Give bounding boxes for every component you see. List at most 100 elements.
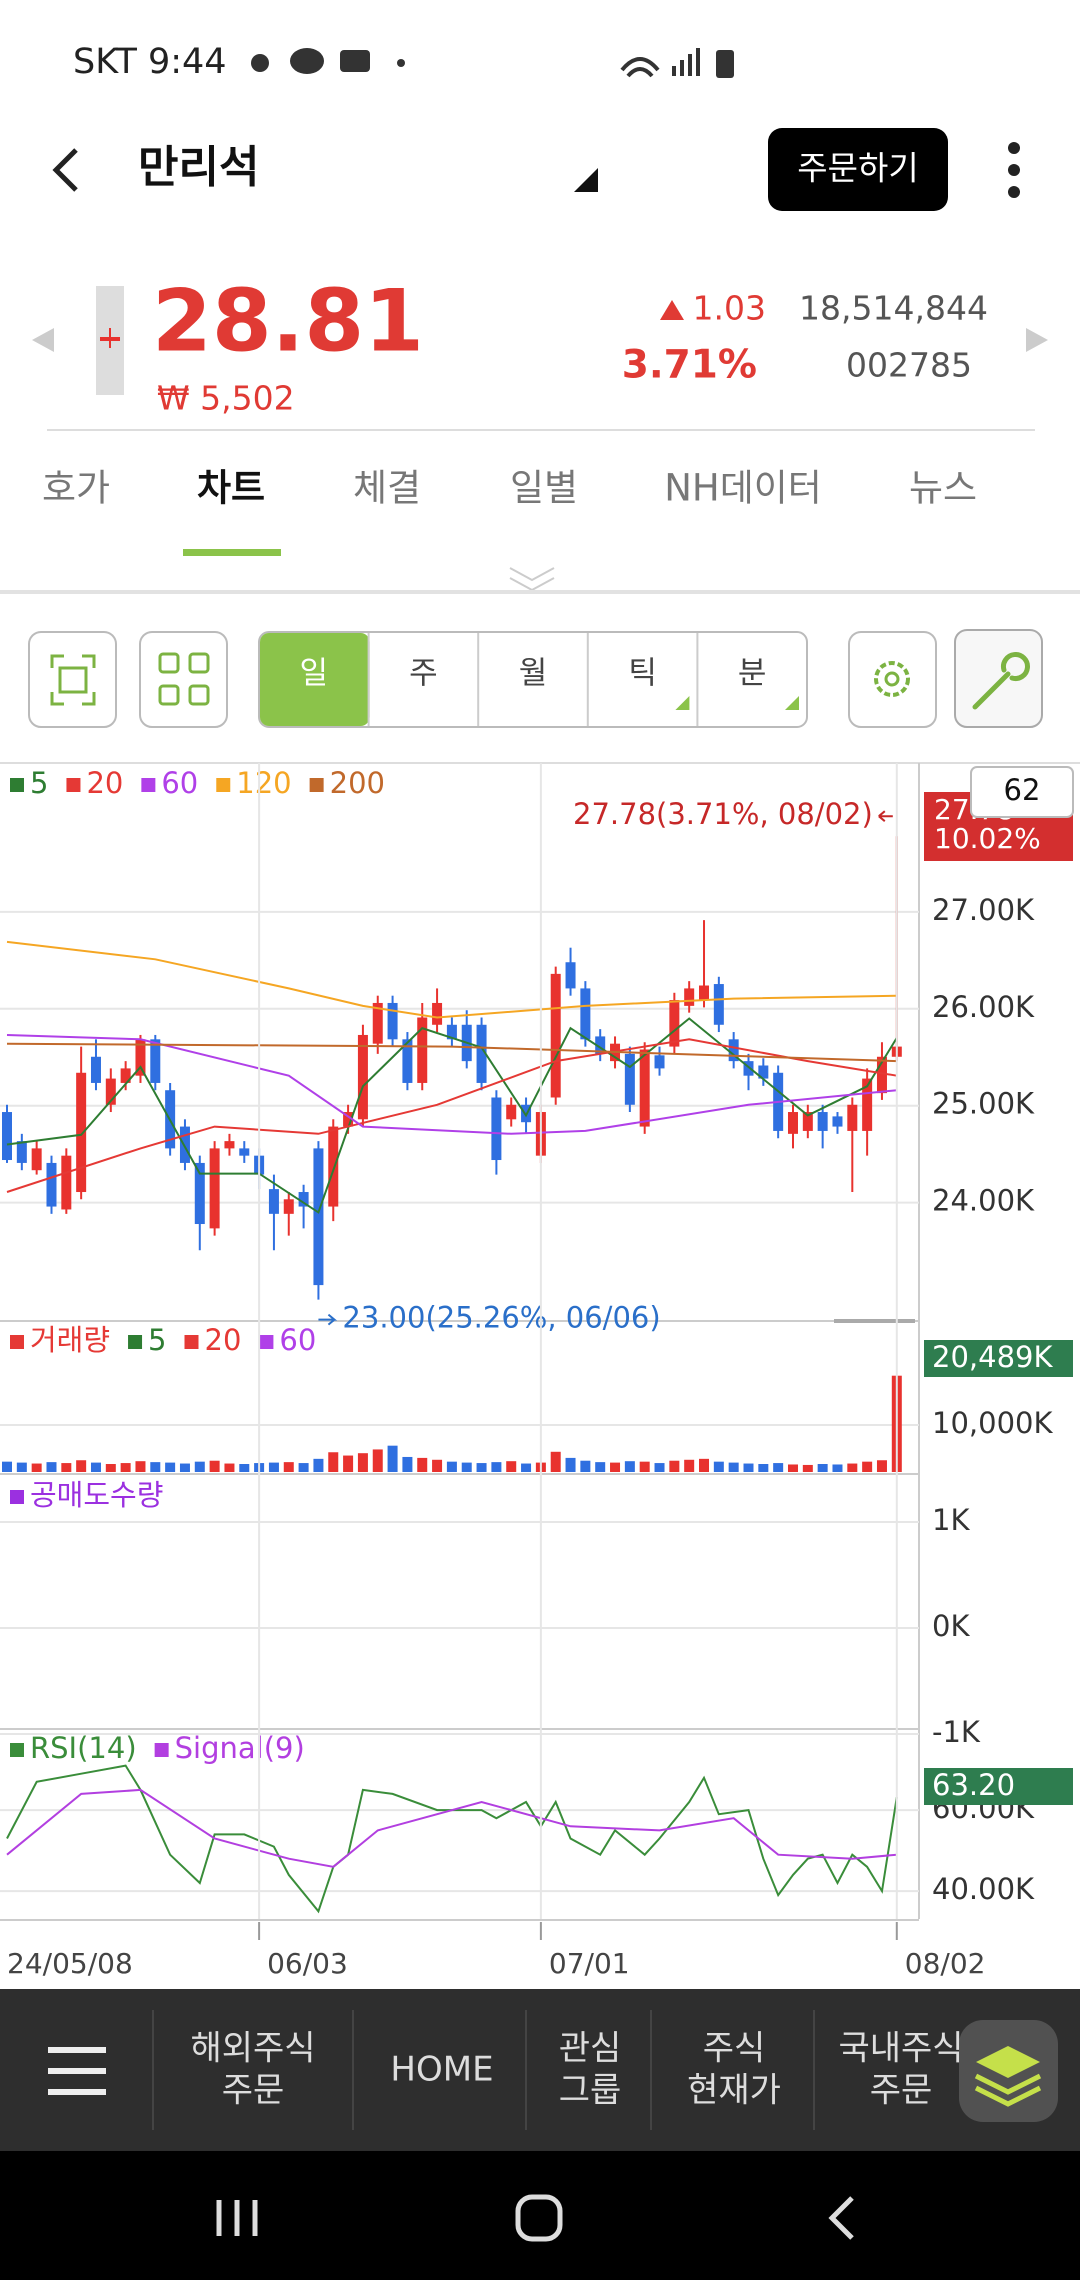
candle-body (699, 985, 710, 1001)
nav-item[interactable]: 주식 (703, 2029, 766, 2069)
legend-swatch (128, 1335, 143, 1349)
order-button[interactable] (768, 128, 948, 211)
fullscreen-button[interactable] (28, 631, 117, 728)
candle-body (476, 1024, 487, 1083)
tab[interactable]: 체결 (353, 467, 421, 510)
legend-swatch (259, 1335, 274, 1349)
trade-volume: 18,514,844 (799, 289, 988, 328)
menu-button[interactable] (1008, 142, 1020, 198)
nav-item[interactable]: 국내주식 (838, 2029, 963, 2069)
volume-bar (432, 1459, 443, 1472)
series-line (6, 1038, 897, 1193)
volume-bar (31, 1463, 42, 1472)
nav-item[interactable]: 해외주식 (190, 2029, 315, 2069)
volume-bar (521, 1463, 532, 1472)
candle-body (565, 962, 576, 989)
status-time: SKT 9:44 (73, 42, 227, 82)
tab[interactable]: 일별 (510, 467, 578, 510)
tab[interactable]: NH데이터 (664, 467, 822, 510)
tools-button[interactable] (954, 629, 1043, 728)
volume-bar (639, 1461, 650, 1472)
submenu-mark (675, 696, 690, 710)
candle-body (684, 988, 695, 1006)
x-tick-label: 24/05/08 (7, 1947, 133, 1980)
legend-label: 거래량 (30, 1323, 110, 1357)
layers-icon-lines (974, 2073, 1042, 2107)
y-tick-label: 24.00K (932, 1184, 1035, 1218)
period-option[interactable]: 주 (409, 656, 438, 692)
volume-bar (773, 1463, 784, 1472)
volume-bar (90, 1462, 101, 1472)
submenu-mark (785, 696, 799, 710)
volume-bar (298, 1463, 309, 1472)
nav-item[interactable]: 주문 (870, 2071, 933, 2111)
prev-stock[interactable] (32, 328, 54, 352)
volume-bar (758, 1464, 769, 1472)
period-option[interactable]: 분 (738, 656, 767, 692)
volume-bar (224, 1463, 235, 1472)
volume-bar (165, 1462, 176, 1472)
menu-icon[interactable] (48, 2047, 106, 2095)
candle-body (446, 1024, 457, 1040)
separator (0, 590, 1080, 594)
recents-button[interactable] (216, 2200, 258, 2236)
volume-bar (2, 1461, 12, 1472)
settings-icon (874, 661, 910, 697)
series-line (6, 1788, 897, 1868)
legend-label: 20 (86, 766, 123, 800)
legend-swatch (10, 1490, 24, 1504)
fullscreen-icon-inner (58, 666, 88, 694)
legend-label: 공매도수량 (30, 1478, 163, 1512)
stock-code: 002785 (846, 346, 972, 385)
layout-button[interactable] (139, 631, 228, 728)
tab[interactable]: 호가 (42, 467, 110, 510)
home-button[interactable] (515, 2194, 563, 2242)
volume-bar (209, 1460, 220, 1472)
dropdown-icon[interactable] (574, 168, 598, 192)
nav-item[interactable]: 그룹 (559, 2071, 622, 2111)
candle-body (224, 1141, 235, 1149)
candle-body (728, 1039, 739, 1062)
period-option[interactable]: 월 (519, 656, 548, 692)
candle-body (639, 1049, 650, 1127)
nav-separators (152, 2010, 815, 2130)
nav-item[interactable]: 현재가 (687, 2071, 781, 2111)
volume-bar (580, 1460, 591, 1472)
tab[interactable]: 뉴스 (909, 467, 977, 510)
change: 1.03 (693, 289, 766, 328)
nav-item[interactable]: 주문 (222, 2071, 285, 2111)
candle-body (713, 984, 724, 1025)
period-option[interactable]: 틱 (628, 656, 657, 692)
legend-swatch (154, 1743, 169, 1757)
next-stock[interactable] (1026, 328, 1048, 352)
order-button-label: 주문하기 (797, 149, 918, 188)
legend-label: 5 (30, 766, 48, 800)
price: 28.81 (152, 271, 424, 371)
legend-label: RSI(14) (30, 1731, 137, 1765)
collapse-icon[interactable] (509, 567, 555, 592)
volume-bar (372, 1449, 383, 1472)
nav-item[interactable]: HOME (390, 2050, 493, 2090)
candle-body (313, 1148, 324, 1286)
tabs: 호가 차트 체결 일별 NH데이터 뉴스 (42, 467, 977, 510)
volume-bar (105, 1464, 116, 1472)
legend-label: 20 (205, 1323, 242, 1357)
series-line (6, 1764, 898, 1914)
period-option[interactable]: 일 (300, 656, 329, 692)
system-back-button[interactable] (828, 2196, 854, 2240)
tab[interactable]: 차트 (197, 467, 265, 510)
high-arrow (878, 810, 893, 822)
settings-button[interactable] (848, 631, 937, 728)
candle-body (61, 1155, 72, 1210)
candle-body (372, 1002, 383, 1044)
candle-body (46, 1162, 57, 1207)
volume-bar (595, 1462, 606, 1472)
volume-bar (150, 1462, 161, 1472)
volume-bar (728, 1462, 739, 1472)
period-selected (260, 633, 370, 726)
nav-item[interactable]: 관심 (559, 2029, 622, 2069)
back-button[interactable] (52, 148, 78, 192)
candle-body (758, 1065, 769, 1079)
